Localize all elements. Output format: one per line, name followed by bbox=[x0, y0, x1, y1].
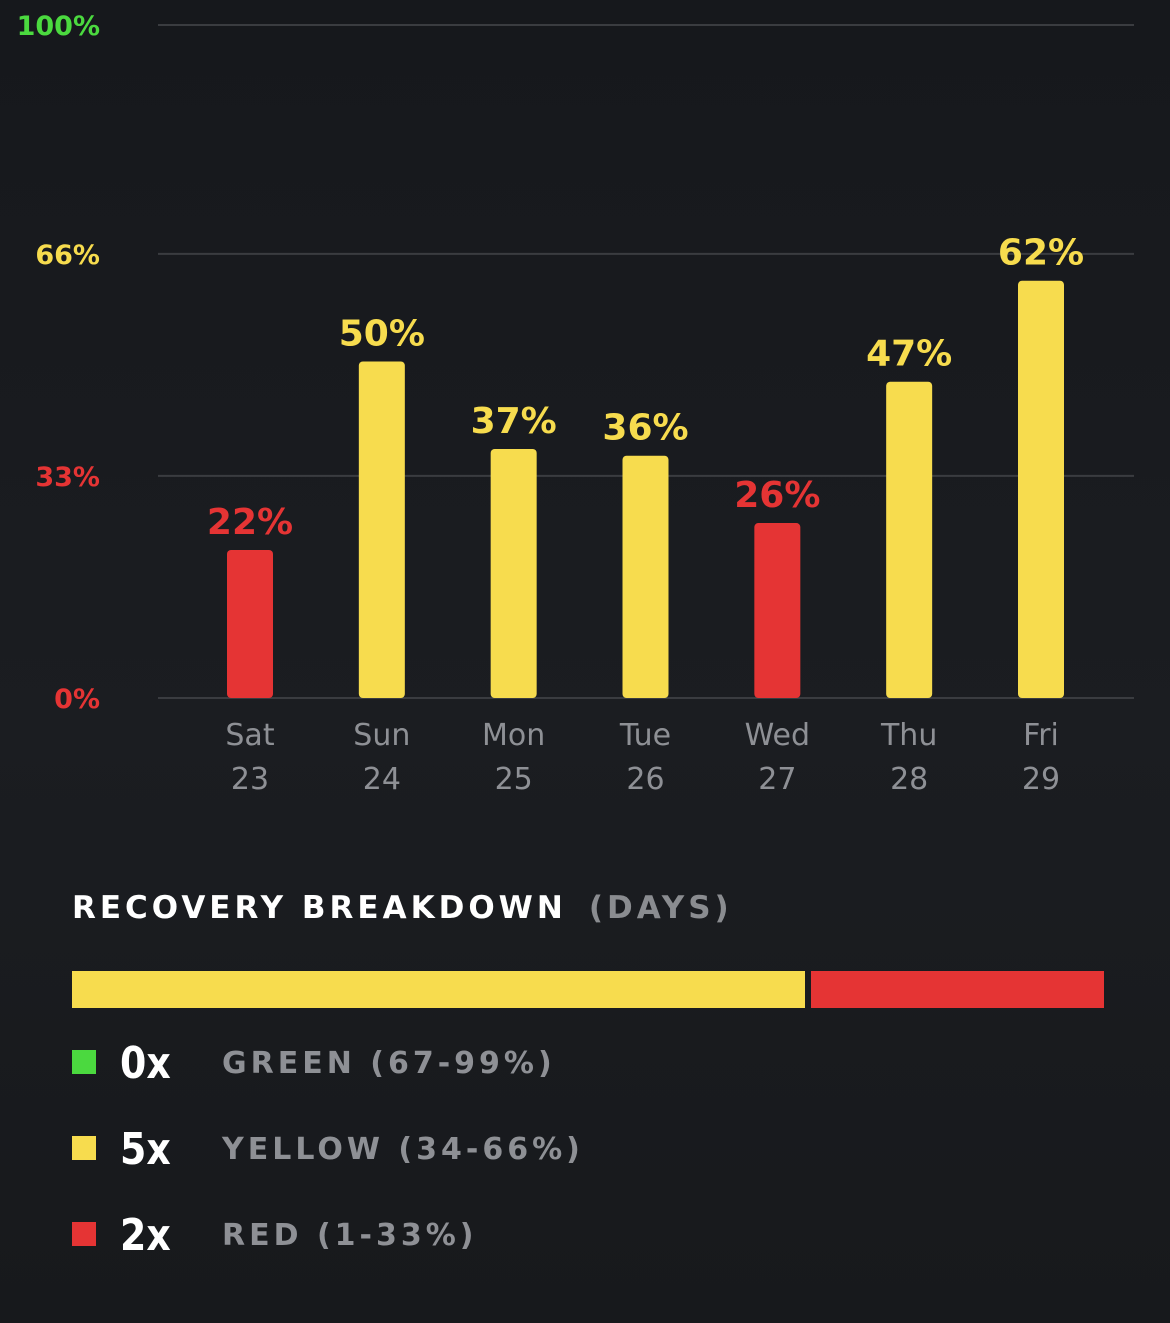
red-range-label: RED (1-33%) bbox=[222, 1218, 478, 1253]
green-range-label: GREEN (67-99%) bbox=[222, 1046, 556, 1081]
bar bbox=[754, 523, 801, 698]
x-tick-date: 28 bbox=[890, 762, 928, 797]
x-tick-day: Sat bbox=[225, 718, 274, 753]
x-tick-day: Mon bbox=[482, 718, 545, 753]
y-tick-label: 33% bbox=[35, 462, 100, 493]
bar-value-label: 26% bbox=[734, 475, 820, 516]
legend-row-red: 2x RED (1-33%) bbox=[72, 1204, 772, 1290]
green-count: 0x bbox=[120, 1038, 171, 1089]
bar bbox=[886, 381, 933, 698]
bar bbox=[622, 455, 669, 698]
breakdown-stacked-bar bbox=[72, 971, 1104, 1008]
breakdown-segment-yellow bbox=[72, 971, 805, 1008]
y-tick-label: 100% bbox=[17, 11, 100, 42]
y-tick-label: 66% bbox=[35, 240, 100, 271]
x-tick-date: 25 bbox=[495, 762, 533, 797]
x-tick-date: 23 bbox=[231, 762, 269, 797]
x-tick-day: Tue bbox=[619, 718, 671, 753]
bar-value-label: 22% bbox=[207, 502, 293, 543]
bar bbox=[1018, 280, 1064, 698]
breakdown-legend: 0x GREEN (67-99%) 5x YELLOW (34-66%) 2x … bbox=[72, 1032, 772, 1290]
breakdown-title: RECOVERY BREAKDOWN (DAYS) bbox=[72, 890, 733, 926]
bar-value-label: 36% bbox=[602, 408, 688, 449]
x-tick-day: Thu bbox=[880, 718, 937, 753]
recovery-bar-chart: 100% 66% 33% 0% 22% Sat 23 50% Sun 24 37% Mon 25 36% T… bbox=[17, 11, 1134, 797]
bar-value-label: 62% bbox=[998, 233, 1084, 274]
bar bbox=[490, 448, 537, 698]
red-count: 2x bbox=[120, 1210, 171, 1261]
breakdown-subtitle: (DAYS) bbox=[588, 890, 733, 926]
bar bbox=[358, 361, 405, 698]
yellow-swatch-icon bbox=[72, 1136, 96, 1160]
bar-value-label: 37% bbox=[471, 401, 557, 442]
x-tick-date: 26 bbox=[626, 762, 664, 797]
x-tick-date: 27 bbox=[758, 762, 796, 797]
x-tick-day: Fri bbox=[1023, 718, 1059, 753]
x-tick-day: Sun bbox=[353, 718, 410, 753]
y-tick-label: 0% bbox=[54, 684, 100, 715]
x-tick-date: 29 bbox=[1022, 762, 1060, 797]
bar-value-label: 50% bbox=[339, 314, 425, 355]
x-tick-day: Wed bbox=[745, 718, 810, 753]
legend-row-green: 0x GREEN (67-99%) bbox=[72, 1032, 772, 1118]
green-swatch-icon bbox=[72, 1050, 96, 1074]
yellow-count: 5x bbox=[120, 1124, 171, 1175]
breakdown-segment-red bbox=[810, 971, 1104, 1008]
bar-value-label: 47% bbox=[866, 334, 952, 375]
legend-row-yellow: 5x YELLOW (34-66%) bbox=[72, 1118, 772, 1204]
x-tick-date: 24 bbox=[363, 762, 401, 797]
yellow-range-label: YELLOW (34-66%) bbox=[222, 1132, 584, 1167]
red-swatch-icon bbox=[72, 1222, 96, 1246]
bar bbox=[227, 549, 273, 698]
